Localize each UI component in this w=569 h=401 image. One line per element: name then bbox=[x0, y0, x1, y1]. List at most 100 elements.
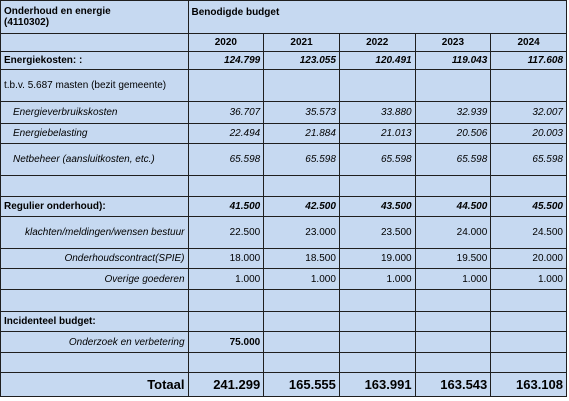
empty-cell bbox=[490, 289, 567, 312]
empty-cell bbox=[414, 289, 492, 312]
masten-note: t.b.v. 5.687 masten (bezit gemeente) bbox=[0, 69, 189, 102]
incidenteel-row: Incidenteel budget: bbox=[0, 311, 567, 332]
empty-cell bbox=[338, 352, 416, 373]
empty-cell bbox=[490, 311, 567, 332]
regulier-value: 45.500 bbox=[490, 196, 567, 217]
empty-cell bbox=[187, 69, 265, 102]
empty-cell bbox=[490, 175, 567, 197]
cell-value: 19.000 bbox=[338, 248, 416, 269]
years-blank-cell bbox=[0, 33, 189, 52]
energiekosten-row: Energiekosten: : 124.799 123.055 120.491… bbox=[0, 51, 567, 70]
row-label: Onderhoudscontract(SPIE) bbox=[0, 248, 189, 269]
cell-value: 18.000 bbox=[187, 248, 265, 269]
regulier-value: 42.500 bbox=[263, 196, 340, 217]
cell-value: 35.573 bbox=[263, 101, 340, 124]
cell-value: 22.500 bbox=[187, 216, 265, 249]
empty-cell bbox=[263, 289, 340, 312]
totaal-value: 163.108 bbox=[490, 372, 567, 397]
masten-note-row: t.b.v. 5.687 masten (bezit gemeente) bbox=[0, 69, 567, 102]
empty-cell bbox=[187, 289, 265, 312]
table-row: Energieverbruikskosten 36.707 35.573 33.… bbox=[0, 101, 567, 124]
totaal-value: 163.543 bbox=[414, 372, 492, 397]
cell-value: 23.000 bbox=[263, 216, 340, 249]
row-label: klachten/meldingen/wensen bestuur bbox=[0, 216, 189, 249]
empty-cell bbox=[338, 311, 416, 332]
cell-value: 75.000 bbox=[187, 331, 265, 353]
energiekosten-value: 120.491 bbox=[338, 51, 416, 70]
empty-cell bbox=[187, 175, 265, 197]
empty-cell bbox=[263, 311, 340, 332]
empty-cell bbox=[414, 175, 492, 197]
spacer-row bbox=[0, 352, 567, 373]
regulier-value: 44.500 bbox=[414, 196, 492, 217]
spacer-row bbox=[0, 175, 567, 197]
empty-cell bbox=[263, 69, 340, 102]
spacer-row bbox=[0, 289, 567, 312]
empty-cell bbox=[338, 289, 416, 312]
header-row: Onderhoud en energie (4110302) Benodigde… bbox=[0, 0, 568, 34]
table-row: Energiebelasting 22.494 21.884 21.013 20… bbox=[0, 123, 567, 144]
empty-cell bbox=[338, 69, 416, 102]
year-2023: 2023 bbox=[414, 33, 492, 52]
energiekosten-value: 124.799 bbox=[187, 51, 265, 70]
totaal-value: 163.991 bbox=[338, 372, 416, 397]
regulier-label: Regulier onderhoud): bbox=[0, 196, 189, 217]
cell-value: 65.598 bbox=[490, 143, 567, 176]
years-row: 2020 2021 2022 2023 2024 bbox=[0, 33, 567, 52]
empty-cell bbox=[414, 69, 492, 102]
totaal-value: 241.299 bbox=[187, 372, 265, 397]
totaal-value: 165.555 bbox=[263, 372, 340, 397]
empty-cell bbox=[414, 352, 492, 373]
year-2021: 2021 bbox=[263, 33, 340, 52]
empty-cell bbox=[0, 175, 189, 197]
cell-value: 33.880 bbox=[338, 101, 416, 124]
regulier-value: 43.500 bbox=[338, 196, 416, 217]
table-row: Onderhoudscontract(SPIE) 18.000 18.500 1… bbox=[0, 248, 567, 269]
energiekosten-value: 117.608 bbox=[490, 51, 567, 70]
cell-value: 24.500 bbox=[490, 216, 567, 249]
cell-value: 65.598 bbox=[263, 143, 340, 176]
cell-value: 1.000 bbox=[263, 268, 340, 290]
year-2024: 2024 bbox=[490, 33, 567, 52]
empty-cell bbox=[414, 311, 492, 332]
cell-value: 1.000 bbox=[338, 268, 416, 290]
row-label: Overige goederen bbox=[0, 268, 189, 290]
cell-value: 19.500 bbox=[414, 248, 492, 269]
empty-cell bbox=[187, 311, 265, 332]
cell-value: 24.000 bbox=[414, 216, 492, 249]
budget-label: Benodigde budget bbox=[187, 0, 568, 34]
totaal-row: Totaal 241.299 165.555 163.991 163.543 1… bbox=[0, 372, 567, 397]
cell-value: 65.598 bbox=[338, 143, 416, 176]
cell-value: 23.500 bbox=[338, 216, 416, 249]
empty-cell bbox=[263, 352, 340, 373]
table-title: Onderhoud en energie (4110302) bbox=[0, 0, 189, 34]
cell-value: 1.000 bbox=[187, 268, 265, 290]
cell-value: 21.884 bbox=[263, 123, 340, 144]
empty-cell bbox=[338, 175, 416, 197]
year-2022: 2022 bbox=[338, 33, 416, 52]
empty-cell bbox=[0, 352, 189, 373]
regulier-value: 41.500 bbox=[187, 196, 265, 217]
table-row: Onderzoek en verbetering 75.000 bbox=[0, 331, 567, 353]
title-line1: Onderhoud en energie bbox=[4, 6, 111, 17]
cell-value bbox=[263, 331, 340, 353]
cell-value bbox=[414, 331, 492, 353]
empty-cell bbox=[490, 69, 567, 102]
cell-value: 1.000 bbox=[490, 268, 567, 290]
energiekosten-value: 123.055 bbox=[263, 51, 340, 70]
table-row: Netbeheer (aansluitkosten, etc.) 65.598 … bbox=[0, 143, 567, 176]
empty-cell bbox=[0, 289, 189, 312]
cell-value bbox=[338, 331, 416, 353]
cell-value: 65.598 bbox=[414, 143, 492, 176]
table-row: klachten/meldingen/wensen bestuur 22.500… bbox=[0, 216, 567, 249]
cell-value: 36.707 bbox=[187, 101, 265, 124]
row-label: Onderzoek en verbetering bbox=[0, 331, 189, 353]
row-label: Energiebelasting bbox=[0, 123, 189, 144]
cell-value: 32.007 bbox=[490, 101, 567, 124]
empty-cell bbox=[490, 352, 567, 373]
cell-value: 20.003 bbox=[490, 123, 567, 144]
row-label: Energieverbruikskosten bbox=[0, 101, 189, 124]
cell-value: 20.506 bbox=[414, 123, 492, 144]
cell-value: 21.013 bbox=[338, 123, 416, 144]
